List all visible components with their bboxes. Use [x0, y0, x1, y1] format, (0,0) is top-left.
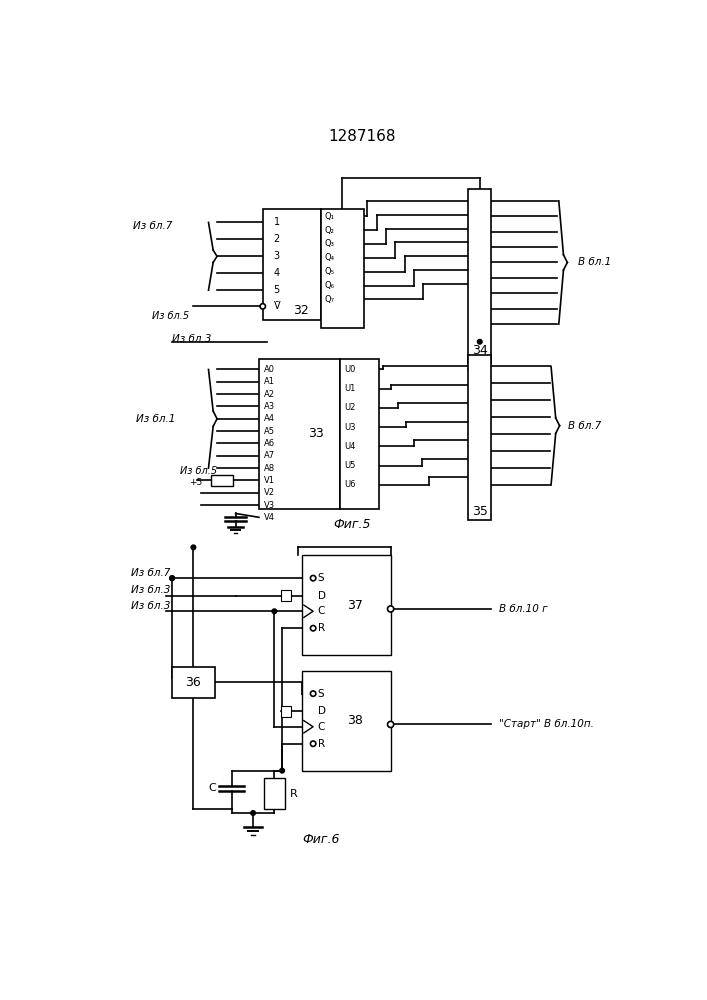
Text: R: R: [317, 739, 325, 749]
Text: 4: 4: [274, 268, 280, 278]
Circle shape: [260, 304, 265, 309]
Bar: [468, 355, 491, 520]
Circle shape: [310, 575, 316, 581]
Text: Q₂: Q₂: [325, 226, 334, 235]
Text: Из бл.5: Из бл.5: [152, 311, 189, 321]
Text: 38: 38: [347, 714, 363, 727]
Text: A7: A7: [264, 451, 274, 460]
Text: 36: 36: [185, 676, 201, 689]
Bar: [301, 555, 391, 655]
Text: U1: U1: [344, 384, 356, 393]
Text: 32: 32: [293, 304, 308, 317]
Text: D: D: [317, 591, 326, 601]
Text: 5: 5: [274, 285, 280, 295]
Text: Из бл.1: Из бл.1: [136, 414, 176, 424]
Text: Q₅: Q₅: [325, 267, 334, 276]
Text: U2: U2: [344, 403, 356, 412]
Text: U4: U4: [344, 442, 356, 451]
Text: В бл.7: В бл.7: [568, 421, 602, 431]
Bar: [340, 359, 379, 509]
Text: V3: V3: [264, 500, 274, 510]
Text: Из бл.3: Из бл.3: [131, 585, 170, 595]
Text: Из бл.3: Из бл.3: [172, 334, 211, 344]
Text: U5: U5: [344, 461, 356, 470]
Text: R: R: [290, 789, 298, 799]
Text: A0: A0: [264, 365, 274, 374]
Text: R: R: [317, 623, 325, 633]
Bar: [172, 667, 215, 698]
Text: A5: A5: [264, 427, 274, 436]
Text: Из бл.7: Из бл.7: [134, 221, 173, 231]
Text: Q₃: Q₃: [325, 239, 334, 248]
Text: Q₇: Q₇: [325, 295, 334, 304]
Bar: [263, 209, 321, 320]
Circle shape: [191, 545, 196, 550]
Text: В бл.10 г: В бл.10 г: [499, 604, 548, 614]
Text: V2: V2: [264, 488, 274, 497]
Circle shape: [170, 576, 175, 580]
Text: A3: A3: [264, 402, 274, 411]
Text: 35: 35: [472, 505, 488, 518]
Text: U0: U0: [344, 365, 356, 374]
Text: "Старт" В бл.10п.: "Старт" В бл.10п.: [499, 719, 594, 729]
Circle shape: [387, 606, 394, 612]
Bar: [321, 209, 363, 328]
Text: A6: A6: [264, 439, 274, 448]
Circle shape: [387, 721, 394, 728]
Text: 2: 2: [274, 234, 280, 244]
Text: Фиг.5: Фиг.5: [333, 518, 370, 531]
Text: V4: V4: [264, 513, 274, 522]
Text: Из бл.3: Из бл.3: [131, 601, 170, 611]
Text: V1: V1: [264, 476, 274, 485]
Text: A1: A1: [264, 377, 274, 386]
Text: U3: U3: [344, 423, 356, 432]
Text: S: S: [317, 573, 325, 583]
Text: Q₁: Q₁: [325, 212, 334, 221]
Text: D: D: [317, 706, 326, 716]
Text: A4: A4: [264, 414, 274, 423]
Text: 3: 3: [274, 251, 280, 261]
Text: Из бл.5: Из бл.5: [180, 466, 217, 476]
Circle shape: [477, 339, 482, 344]
Circle shape: [272, 609, 276, 614]
Text: 1287168: 1287168: [328, 129, 396, 144]
Text: 34: 34: [472, 344, 488, 358]
Bar: [281, 590, 291, 601]
Circle shape: [251, 811, 255, 815]
Bar: [468, 189, 491, 363]
Text: A2: A2: [264, 390, 274, 399]
Bar: [211, 475, 233, 486]
Bar: [264, 778, 285, 809]
Bar: [301, 671, 391, 771]
Text: C: C: [317, 722, 325, 732]
Circle shape: [310, 626, 316, 631]
Text: C: C: [209, 783, 216, 793]
Text: C: C: [317, 606, 325, 616]
Circle shape: [310, 741, 316, 746]
Text: V̄: V̄: [274, 301, 280, 311]
Text: Q₆: Q₆: [325, 281, 334, 290]
Text: A8: A8: [264, 464, 274, 473]
Text: 33: 33: [308, 427, 324, 440]
Text: Из бл.7: Из бл.7: [131, 568, 170, 578]
Text: В бл.1: В бл.1: [578, 257, 612, 267]
Text: +5: +5: [189, 478, 202, 487]
Circle shape: [280, 768, 284, 773]
Text: 37: 37: [347, 599, 363, 612]
Text: Q₄: Q₄: [325, 253, 335, 262]
Bar: [313, 682, 375, 759]
Circle shape: [170, 576, 175, 580]
Text: Фиг.6: Фиг.6: [302, 833, 339, 846]
Text: S: S: [317, 689, 325, 699]
Circle shape: [310, 691, 316, 696]
Bar: [281, 706, 291, 717]
Bar: [313, 567, 375, 644]
Text: U6: U6: [344, 480, 356, 489]
Text: 1: 1: [274, 217, 280, 227]
Bar: [259, 359, 340, 509]
